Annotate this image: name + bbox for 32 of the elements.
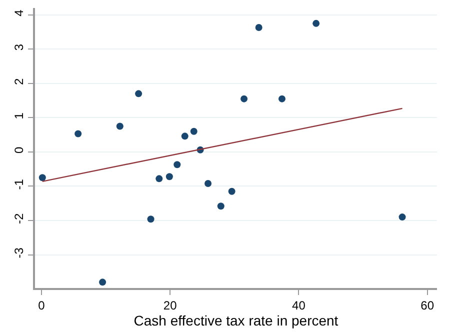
y-tick-label: 0 <box>12 146 26 154</box>
point <box>99 278 106 286</box>
y-tick-label: -3 <box>12 247 26 258</box>
y-tick-label: 2 <box>12 78 26 85</box>
point <box>255 24 262 32</box>
y-tick-label: -2 <box>12 213 26 224</box>
point <box>74 130 82 138</box>
point <box>204 180 212 187</box>
point <box>278 95 286 102</box>
y-tick-label: 4 <box>12 9 26 16</box>
y-tick-label: 1 <box>12 112 26 120</box>
x-tick-label: 40 <box>292 298 306 312</box>
point <box>135 90 142 98</box>
point <box>217 202 224 210</box>
x-axis-title: Cash effective tax rate in percent <box>134 312 338 328</box>
point <box>174 161 181 168</box>
point <box>156 175 163 182</box>
point <box>228 188 236 195</box>
point <box>312 20 320 27</box>
point <box>166 173 173 180</box>
point <box>38 174 46 182</box>
point <box>147 216 154 223</box>
point <box>181 132 188 140</box>
x-tick-label: 20 <box>163 298 178 312</box>
point <box>190 128 198 135</box>
y-tick-label: 3 <box>12 44 26 51</box>
x-tick-label: 0 <box>38 298 46 312</box>
point <box>240 95 248 102</box>
point <box>398 214 406 221</box>
y-tick-label: -1 <box>12 178 26 190</box>
point <box>116 122 124 130</box>
x-tick-label: 60 <box>420 298 434 312</box>
